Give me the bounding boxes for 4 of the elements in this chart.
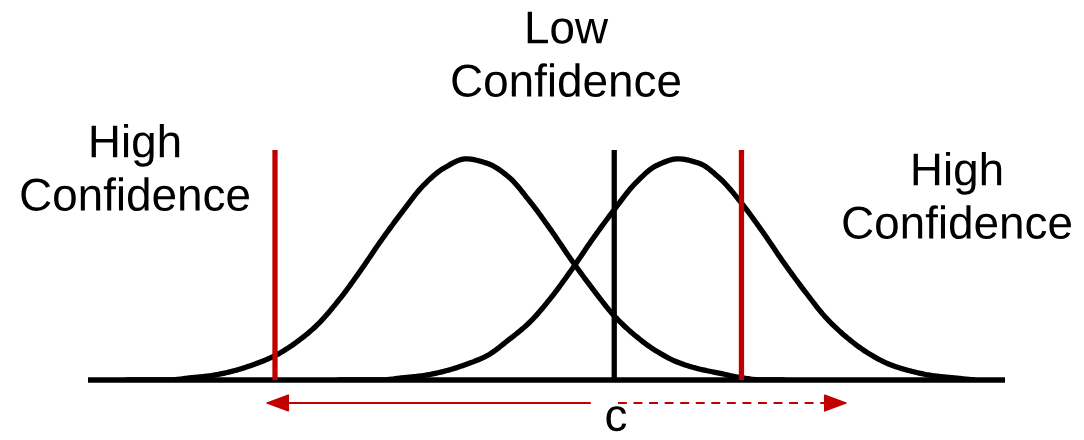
text: Low Confidence [452,11,680,97]
text: c [606,406,627,432]
annotation: High Confidence [843,151,1071,239]
annotation: High Confidence [21,123,249,211]
